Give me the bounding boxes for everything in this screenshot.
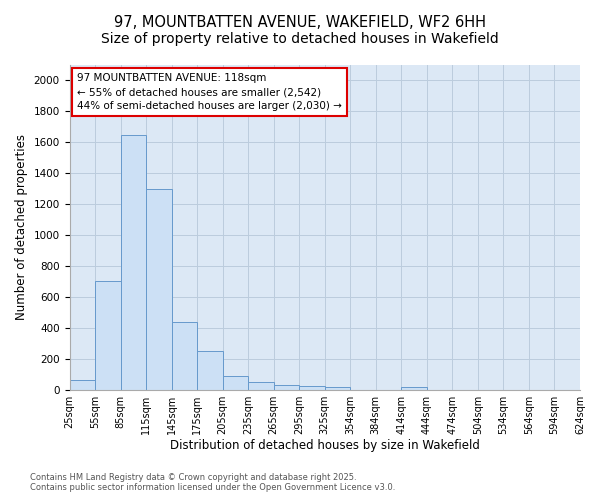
Bar: [197, 351, 223, 390]
Text: Contains HM Land Registry data © Crown copyright and database right 2025.
Contai: Contains HM Land Registry data © Crown c…: [30, 473, 395, 492]
Bar: [401, 388, 427, 390]
Bar: [299, 386, 325, 390]
Bar: [325, 388, 350, 390]
Y-axis label: Number of detached properties: Number of detached properties: [15, 134, 28, 320]
Bar: [274, 385, 299, 390]
Bar: [248, 382, 274, 390]
Bar: [146, 188, 172, 390]
Bar: [121, 134, 146, 390]
Bar: [172, 322, 197, 390]
Text: 97 MOUNTBATTEN AVENUE: 118sqm
← 55% of detached houses are smaller (2,542)
44% o: 97 MOUNTBATTEN AVENUE: 118sqm ← 55% of d…: [77, 73, 342, 111]
Bar: [95, 282, 121, 390]
Text: Size of property relative to detached houses in Wakefield: Size of property relative to detached ho…: [101, 32, 499, 46]
Bar: [70, 380, 95, 390]
Text: 97, MOUNTBATTEN AVENUE, WAKEFIELD, WF2 6HH: 97, MOUNTBATTEN AVENUE, WAKEFIELD, WF2 6…: [114, 15, 486, 30]
Bar: [223, 376, 248, 390]
X-axis label: Distribution of detached houses by size in Wakefield: Distribution of detached houses by size …: [170, 440, 480, 452]
